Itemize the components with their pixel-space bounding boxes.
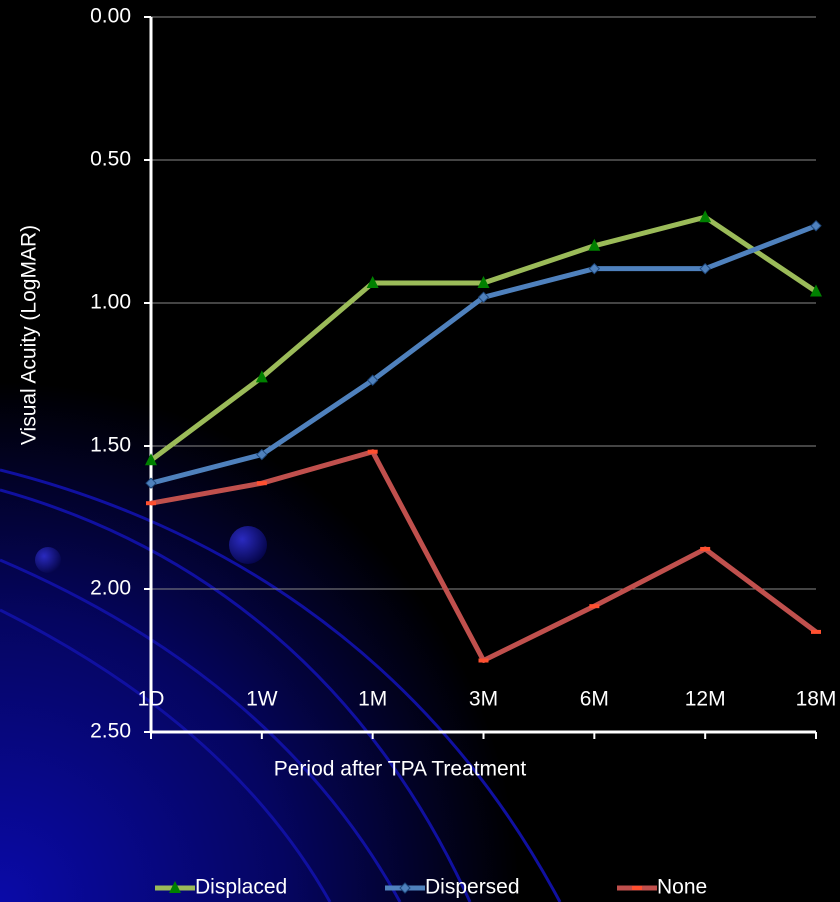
- marker: [368, 450, 378, 454]
- marker: [700, 547, 710, 551]
- x-tick-label: 1D: [138, 688, 165, 711]
- legend-label: Displaced: [195, 876, 287, 899]
- x-tick-label: 1W: [246, 688, 278, 711]
- marker: [632, 886, 642, 890]
- x-tick-label: 3M: [469, 688, 498, 711]
- y-tick-label: 1.50: [90, 434, 131, 457]
- marker: [479, 659, 489, 663]
- y-tick-label: 0.50: [90, 148, 131, 171]
- marker: [589, 604, 599, 608]
- decoration-orb: [35, 547, 61, 573]
- y-axis-label: Visual Acuity (LogMAR): [18, 225, 41, 445]
- x-tick-label: 18M: [796, 688, 837, 711]
- x-tick-label: 1M: [358, 688, 387, 711]
- y-tick-label: 2.00: [90, 577, 131, 600]
- legend-label: None: [657, 876, 707, 899]
- x-axis-label: Period after TPA Treatment: [274, 758, 527, 781]
- x-tick-label: 6M: [580, 688, 609, 711]
- marker: [811, 630, 821, 634]
- y-tick-label: 2.50: [90, 720, 131, 743]
- marker: [146, 501, 156, 505]
- chart: Visual Acuity (LogMAR) Period after TPA …: [0, 0, 840, 902]
- x-tick-label: 12M: [685, 688, 726, 711]
- y-tick-label: 0.00: [90, 5, 131, 28]
- y-tick-label: 1.00: [90, 291, 131, 314]
- marker: [257, 481, 267, 485]
- decoration-orb: [229, 526, 267, 564]
- legend-label: Dispersed: [425, 876, 520, 899]
